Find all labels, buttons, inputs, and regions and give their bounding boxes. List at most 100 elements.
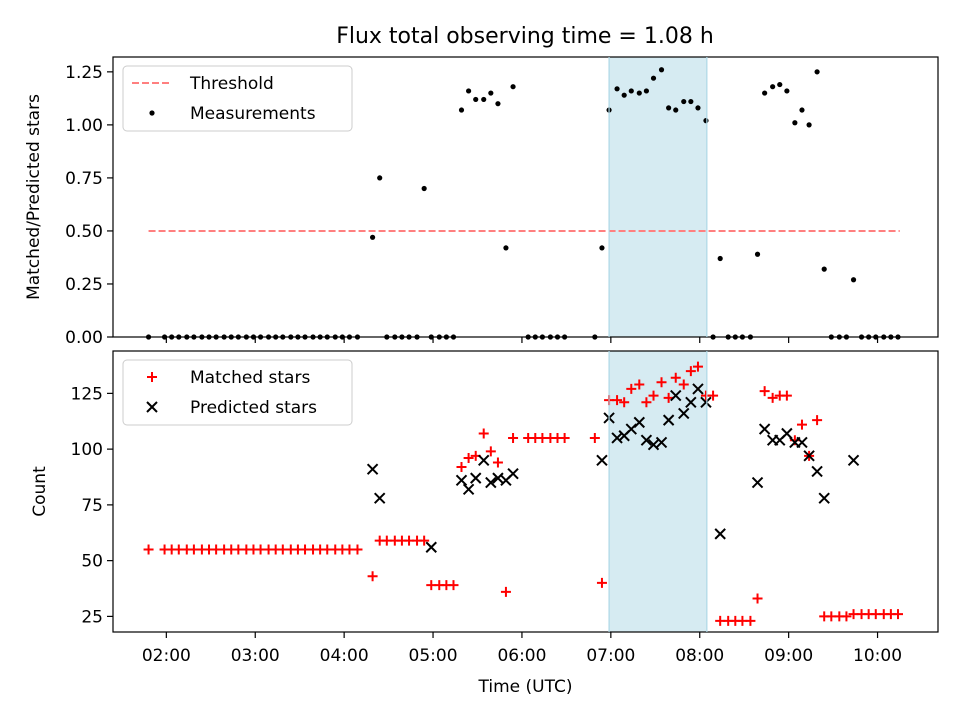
- matched-star-point: [143, 544, 154, 555]
- y-tick-label: 1.00: [65, 116, 103, 136]
- measurement-point: [650, 75, 657, 81]
- predicted-star-point: [492, 472, 504, 484]
- predicted-star-point: [818, 492, 830, 504]
- y-tick-label: 50: [81, 552, 103, 572]
- measurement-point: [503, 245, 509, 251]
- x-tick-label: 04:00: [320, 646, 369, 666]
- measurement-point: [850, 277, 857, 283]
- matched-star-point: [781, 390, 792, 401]
- matched-star-point: [448, 580, 459, 591]
- predicted-star-point: [714, 528, 726, 540]
- matched-star-point: [641, 397, 652, 408]
- observing-window-span: [609, 351, 707, 632]
- predicted-star-point: [796, 436, 808, 449]
- measurement-point: [421, 185, 427, 192]
- ratio-x-axis: [165, 337, 879, 343]
- matched-star-point: [492, 457, 503, 468]
- legend-matched-swatch: [147, 372, 157, 382]
- measurement-point: [628, 88, 634, 94]
- matched-star-point: [663, 392, 674, 403]
- predicted-star-point: [373, 492, 386, 504]
- predicted-star-point: [366, 463, 379, 475]
- legend-label: Threshold: [189, 74, 274, 94]
- measurement-point: [821, 266, 827, 272]
- predicted-star-point: [758, 423, 771, 435]
- matched-star-point: [745, 615, 756, 626]
- measurement-point: [695, 105, 701, 111]
- ratio-axes-frame: [112, 56, 939, 338]
- matched-star-point: [692, 361, 703, 372]
- legend-label: Matched stars: [190, 368, 310, 388]
- x-tick-label: 10:00: [853, 646, 902, 666]
- figure-title: Flux total observing time = 1.08 h: [336, 24, 714, 49]
- count-y-axis-label: Count: [30, 466, 50, 517]
- matched-star-point: [759, 386, 770, 397]
- count-legend: Matched stars Predicted stars: [122, 359, 353, 426]
- x-tick-label: 09:00: [764, 646, 813, 666]
- predicted-star-point: [470, 472, 482, 484]
- predicted-star-point: [647, 438, 660, 451]
- measurement-point: [510, 84, 516, 90]
- y-tick-label: 0.50: [65, 222, 103, 242]
- matched-star-point: [619, 397, 630, 408]
- measurement-point: [643, 88, 650, 94]
- matched-star-point: [367, 571, 378, 582]
- measurement-point: [799, 107, 805, 113]
- measurement-point: [673, 107, 679, 113]
- measurement-point: [754, 251, 761, 257]
- measurement-point: [495, 101, 501, 107]
- matched-star-point: [508, 432, 519, 443]
- matched-star-point: [463, 453, 474, 464]
- count-marks: [143, 361, 903, 626]
- measurement-point: [717, 255, 723, 262]
- legend-predicted-swatch: [146, 401, 158, 413]
- predicted-star-point: [811, 465, 823, 478]
- matched-star-point: [892, 609, 903, 620]
- matched-star-point: [670, 372, 681, 383]
- ratio-marks: [145, 67, 901, 340]
- legend-box: [122, 65, 353, 132]
- measurement-point: [636, 90, 642, 96]
- matched-star-point: [559, 432, 570, 443]
- y-tick-label: 1.25: [65, 63, 103, 83]
- count-y-axis: 25 50 75 100 125: [71, 384, 113, 627]
- matched-star-point: [812, 415, 823, 426]
- predicted-star-point: [803, 450, 815, 462]
- predicted-star-point: [847, 454, 860, 466]
- measurement-point: [369, 234, 376, 240]
- x-tick-label: 07:00: [586, 646, 635, 666]
- time-x-axis-label: Time (UTC): [478, 677, 573, 697]
- matched-star-point: [352, 544, 363, 555]
- predicted-star-point: [611, 432, 623, 444]
- count-x-axis: 02:00 03:00 04:00 05:00 06:00 07:00 08:00 09:00…: [142, 632, 902, 666]
- matched-star-point: [456, 461, 467, 472]
- measurement-point: [466, 88, 472, 94]
- measurement-point: [703, 118, 709, 124]
- predicted-star-point: [485, 476, 497, 489]
- measurement-point: [762, 90, 768, 96]
- ratio-y-axis-label: Matched/Predicted stars: [24, 94, 44, 300]
- predicted-star-point: [685, 396, 697, 409]
- matched-star-point: [708, 390, 719, 401]
- x-tick-label: 02:00: [142, 646, 191, 666]
- predicted-star-point: [670, 389, 682, 402]
- predicted-star-point: [662, 414, 675, 426]
- matched-star-point: [648, 390, 659, 401]
- measurement-point: [377, 175, 383, 181]
- matched-star-point: [656, 377, 667, 388]
- measurement-point: [599, 245, 605, 251]
- x-tick-label: 06:00: [497, 646, 546, 666]
- measurement-point: [488, 90, 494, 96]
- matched-star-point: [612, 395, 623, 406]
- measurement-point: [614, 86, 620, 92]
- count-panel: 25 50 75 100 125 02:00 03:00 04:00 05:00 06:00 07…: [30, 350, 939, 697]
- measurement-point: [621, 92, 627, 98]
- y-tick-label: 100: [71, 440, 103, 460]
- y-tick-label: 125: [71, 384, 103, 404]
- matched-star-point: [767, 392, 778, 403]
- matched-star-point: [485, 446, 496, 457]
- predicted-star-point: [596, 454, 608, 466]
- matched-star-point: [634, 379, 645, 390]
- predicted-star-point: [455, 474, 468, 487]
